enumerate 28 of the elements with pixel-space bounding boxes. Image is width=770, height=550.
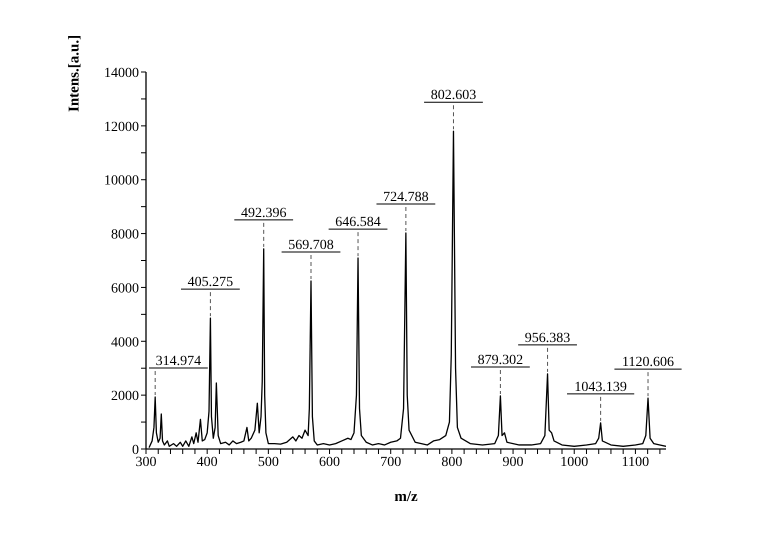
x-axis-title: m/z — [394, 489, 418, 505]
annotation: 405.275 — [188, 275, 234, 290]
y-tick-label: 4000 — [111, 335, 139, 350]
y-tick-label: 6000 — [111, 281, 139, 296]
y-tick-label: 8000 — [111, 228, 139, 243]
y-tick-label: 12000 — [104, 120, 139, 135]
x-tick-label: 1100 — [622, 454, 650, 470]
x-tick-label: 500 — [258, 454, 279, 470]
x-tick-label: 700 — [380, 454, 402, 470]
annotation: 1043.139 — [574, 380, 627, 395]
annotation: 956.383 — [524, 330, 570, 346]
annotation: 492.396 — [240, 206, 286, 221]
x-tick-label: 600 — [319, 454, 340, 470]
x-tick-label: 1000 — [560, 454, 588, 470]
annotation: 802.603 — [430, 88, 476, 104]
annotation: 569.708 — [288, 238, 334, 253]
annotation: 646.584 — [335, 215, 381, 230]
annotation: 314.974 — [156, 354, 202, 370]
annotation: 879.302 — [478, 352, 524, 368]
y-tick-label: 10000 — [104, 174, 139, 189]
y-axis-title: Intens.[a.u.] — [66, 34, 83, 112]
y-tick-label: 14000 — [104, 66, 139, 81]
annotation: 724.788 — [383, 190, 429, 206]
x-tick-label: 400 — [196, 454, 218, 470]
x-tick-label: 800 — [441, 454, 462, 470]
y-tick-label: 2000 — [111, 389, 139, 404]
x-tick-label: 900 — [502, 454, 524, 470]
annotation: 1120.606 — [622, 355, 674, 370]
